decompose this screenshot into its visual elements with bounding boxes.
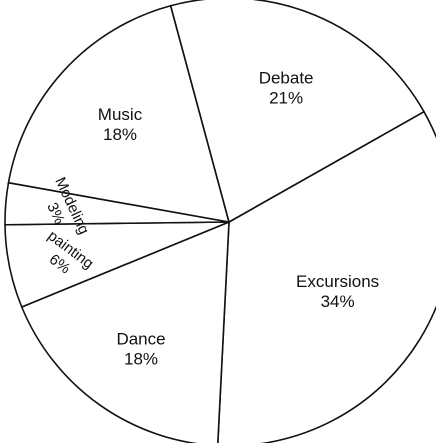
- slice-percent: 21%: [269, 89, 303, 108]
- slice-name: Debate: [259, 69, 314, 88]
- slice-percent: 18%: [103, 125, 137, 144]
- pie-slice-music: [7, 4, 230, 223]
- slice-name: Music: [98, 105, 143, 124]
- slice-percent: 18%: [124, 349, 158, 368]
- pie-slice-excursions: [217, 110, 436, 443]
- pie-slice-debate: [169, 0, 425, 223]
- slice-name: Dance: [116, 329, 165, 348]
- slice-percent: 34%: [321, 292, 355, 311]
- pie-slices: [4, 0, 436, 443]
- slice-name: Excursions: [296, 272, 379, 291]
